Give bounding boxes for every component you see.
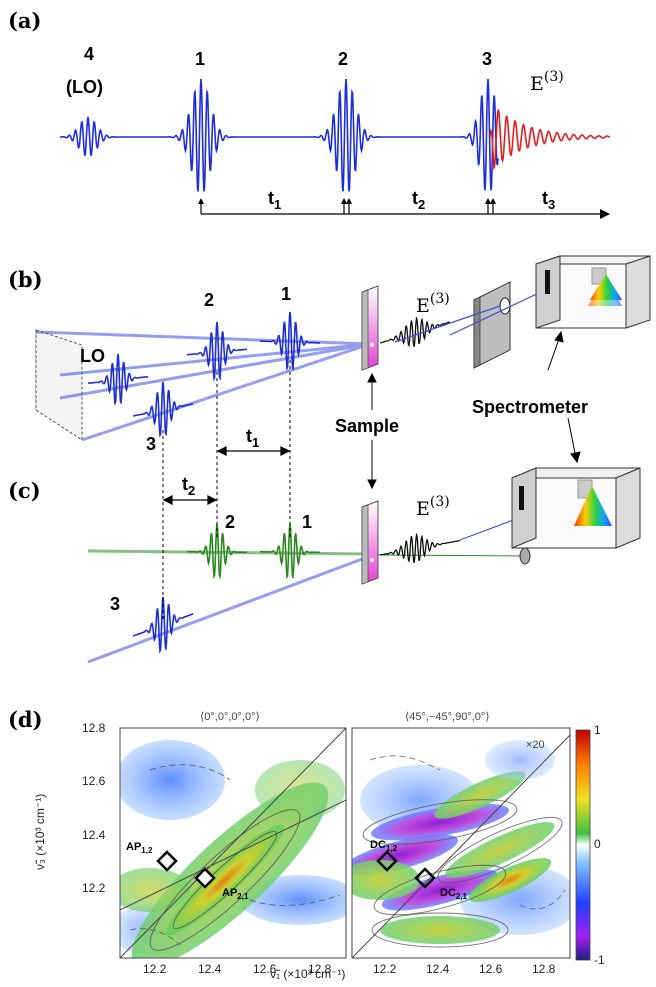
colorbar-mid: 0: [594, 837, 601, 851]
spectrometer-bottom: [511, 467, 641, 549]
ap21-marker: [194, 867, 216, 889]
sample-c: [361, 500, 379, 585]
markers: [156, 850, 436, 889]
t2-arrow-c: [162, 495, 218, 505]
y-tick-label: 12.4: [82, 828, 106, 842]
t1-label-a: t1: [268, 188, 281, 212]
x-tick-label-left: 12.2: [143, 962, 167, 976]
pulses-b: [87, 311, 320, 438]
pulse-2-label-c: 2: [225, 512, 235, 532]
pulse-1-label-b: 1: [281, 284, 291, 304]
y-tick-label: 12.8: [82, 721, 106, 735]
time-axis-a: [198, 198, 610, 219]
left-map-frame: [119, 727, 347, 959]
scale-note: ×20: [526, 739, 545, 751]
x-tick-label-left: 12.8: [308, 962, 332, 976]
signal-label-b: E(3): [416, 291, 450, 317]
t1-label-b: t1: [246, 426, 259, 450]
pulse-2-label: 2: [338, 49, 348, 69]
signal-label-a: E(3): [530, 69, 564, 95]
y-tick-label: 12.6: [82, 774, 106, 788]
right-map-frame: [351, 727, 571, 959]
colorbar: [575, 729, 591, 961]
left-map: [120, 728, 346, 958]
ap12-marker: [156, 850, 178, 872]
pulse-2-label-b: 2: [204, 290, 214, 310]
pulse-waveform: [60, 78, 499, 192]
dc12-label: DC1,2: [370, 839, 398, 853]
x-tick-label-left: 12.6: [253, 962, 277, 976]
panel-a-pulse-train: [60, 78, 611, 192]
right-map: [352, 728, 570, 958]
beams-c: [87, 549, 523, 664]
prism: [35, 329, 83, 441]
x-tick-label-left: 12.4: [198, 962, 222, 976]
panel-d-label: (d): [8, 707, 43, 732]
signal-label-c: E(3): [416, 494, 450, 520]
ap21-label: AP2,1: [222, 887, 249, 901]
left-map-title: ⟨0°,0°,0°,0°⟩: [200, 711, 260, 723]
t3-label-a: t3: [542, 188, 555, 212]
y-ticks: 12.8 12.6 12.4 12.2: [82, 721, 106, 895]
detector: [519, 547, 531, 565]
signal-wave-c: [379, 532, 461, 563]
pulses-c: [132, 523, 320, 654]
pinhole-screen: [473, 281, 511, 369]
pulse-3-label-b: 3: [146, 434, 156, 454]
colorbar-min: -1: [594, 953, 605, 967]
x-tick-label-right: 12.4: [426, 962, 450, 976]
spectrometer-top: [535, 255, 651, 329]
x-axis-label: ν̃₁ (×10³ cm⁻¹): [270, 967, 345, 981]
signal-wave-b: [379, 316, 451, 348]
sample-arrows: [367, 330, 581, 490]
sample-b: [361, 285, 379, 371]
panel-c-label: (c): [8, 478, 41, 503]
pulse-3-label: 3: [482, 49, 492, 69]
x-tick-label-right: 12.6: [479, 962, 503, 976]
lo-number: 4: [84, 44, 94, 64]
y-tick-label: 12.2: [82, 881, 106, 895]
y-axis-label: ν̃₃ (×10³ cm⁻¹): [33, 794, 47, 870]
dc12-marker: [376, 850, 398, 872]
panel-a-label: (a): [8, 8, 41, 33]
spectrometer-label: Spectrometer: [472, 397, 588, 417]
pulse-1-label: 1: [195, 49, 205, 69]
colorbar-max: 1: [594, 723, 601, 737]
lo-tag: (LO): [66, 77, 103, 97]
dc21-label: DC2,1: [440, 887, 468, 901]
x-tick-label-right: 12.8: [532, 962, 556, 976]
ap12-label: AP1,2: [126, 841, 153, 855]
pulse-1-label-c: 1: [302, 512, 312, 532]
panel-b-label: (b): [8, 267, 43, 292]
dc21-marker: [414, 867, 436, 889]
signal-waveform: [489, 108, 611, 171]
right-map-title: ⟨45°,−45°,90°,0°⟩: [405, 711, 490, 723]
t2-label-a: t2: [412, 188, 425, 212]
t1-arrow-b: [216, 446, 291, 456]
t2-label-c: t2: [182, 474, 195, 498]
x-ticks: 12.2 12.4 12.6 12.8 12.2 12.4 12.6 12.8: [143, 962, 556, 976]
x-tick-label-right: 12.2: [373, 962, 397, 976]
lo-label-b: LO: [80, 346, 105, 366]
pulse-3-label-c: 3: [110, 594, 120, 614]
time-guides: [162, 360, 291, 620]
sample-label: Sample: [335, 416, 399, 436]
